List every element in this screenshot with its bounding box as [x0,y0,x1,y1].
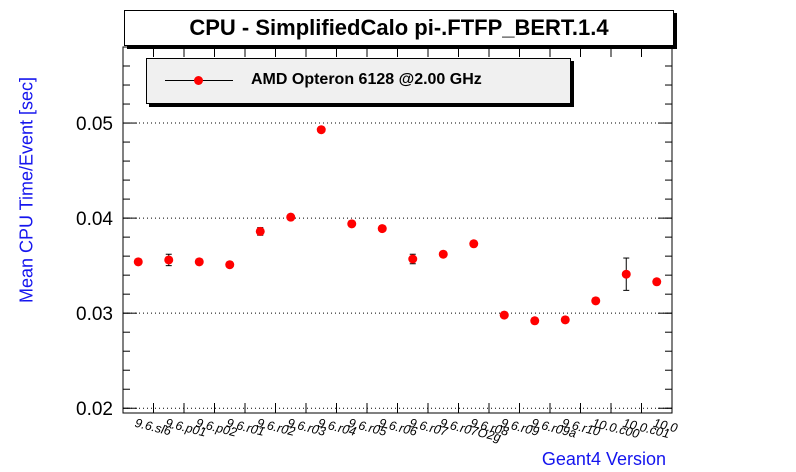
y-tick-label: 0.02 [76,399,113,420]
data-point [286,212,296,222]
plot-frame [122,46,673,414]
data-point [164,255,174,265]
data-point [133,257,143,267]
y-tick-label: 0.03 [76,304,113,325]
data-point [591,296,601,306]
y-tick-label: 0.05 [76,114,113,135]
legend-label: AMD Opteron 6128 @2.00 GHz [251,71,482,88]
y-axis: 0.02 0.03 0.04 0.05 [76,65,672,420]
data-point [408,254,418,264]
legend-marker [194,76,203,85]
data-point [469,239,479,249]
data-point [316,125,326,135]
data-point [194,257,204,267]
legend: AMD Opteron 6128 @2.00 GHz [146,58,571,104]
data-point [530,316,540,326]
y-axis-label: Mean CPU Time/Event [sec] [16,76,37,304]
data-point [347,219,357,229]
y-tick-label: 0.04 [76,209,113,230]
x-tick-label: 10.0 [652,416,679,435]
data-point [438,249,448,259]
data-points [133,125,662,326]
data-point [225,260,235,270]
data-point [652,277,662,287]
data-point [621,269,631,279]
data-point [499,310,509,320]
chart-title: CPU - SimplifiedCalo pi-.FTFP_BERT.1.4 [124,10,674,46]
data-point [377,224,387,234]
data-point [255,226,265,236]
data-point [560,315,570,325]
x-axis-label: Geant4 Version [541,449,666,469]
